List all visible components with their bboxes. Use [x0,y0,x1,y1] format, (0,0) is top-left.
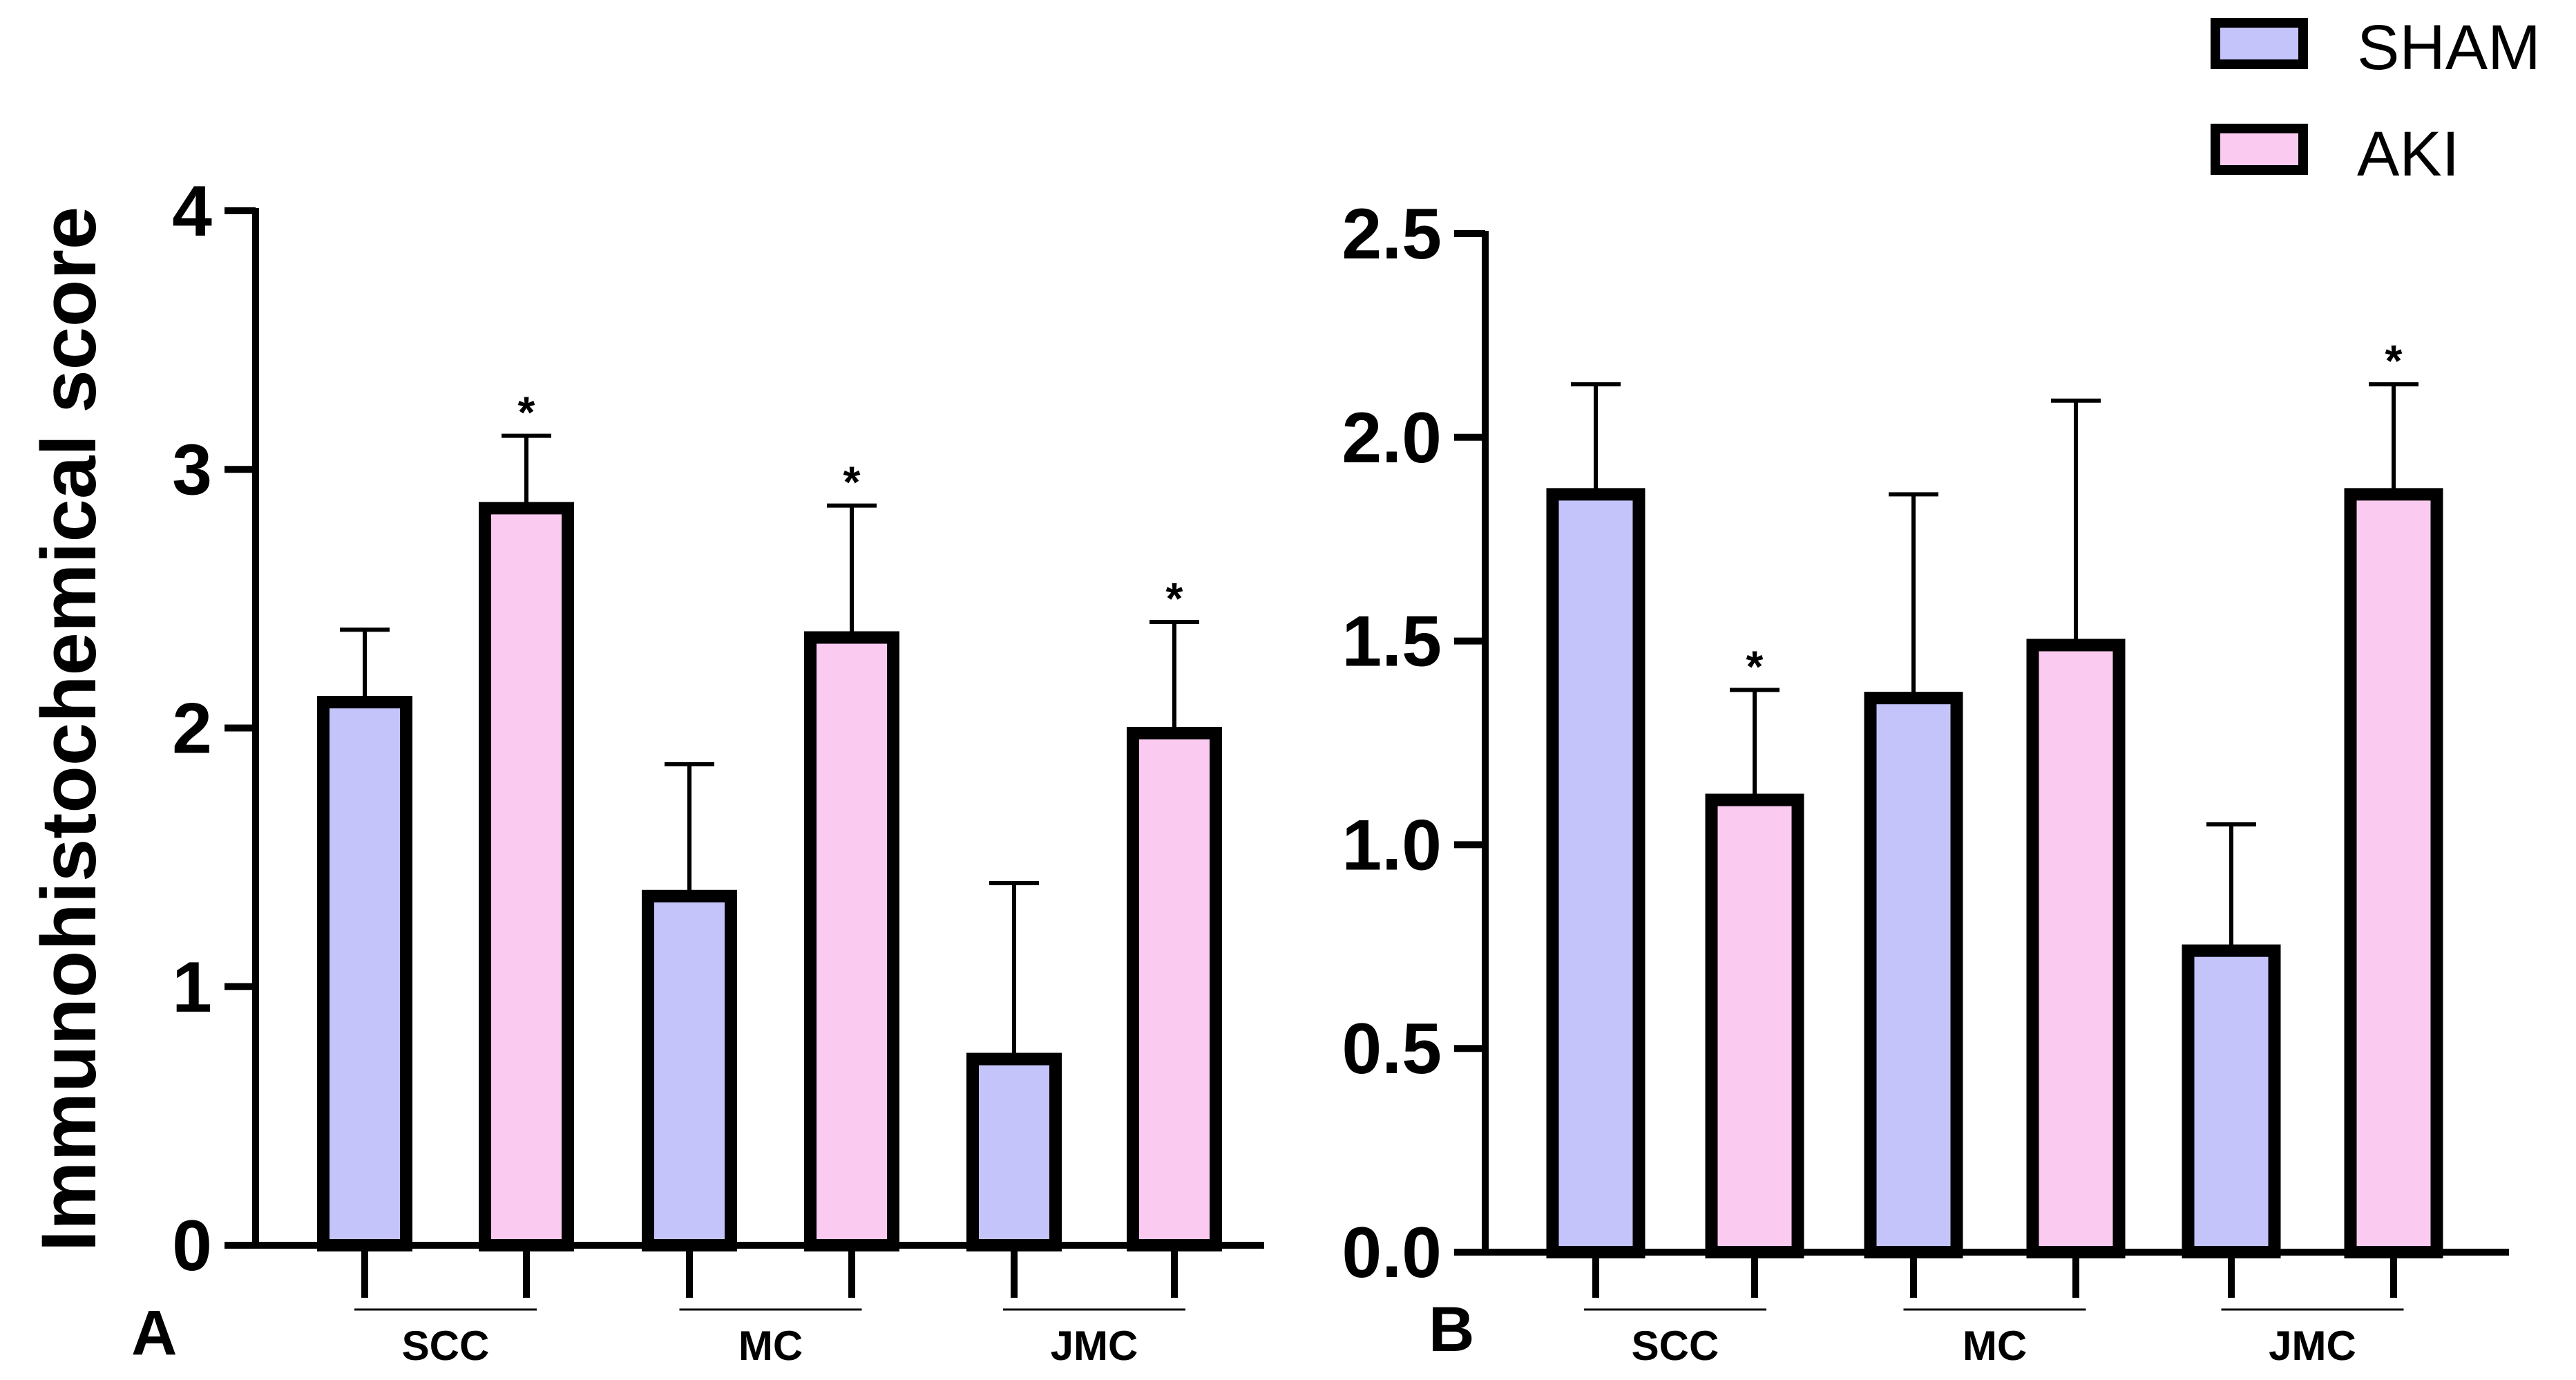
significance-marker: * [2385,336,2403,386]
bar-sham-mc [642,889,737,1251]
significance-marker: * [1166,574,1183,623]
legend-swatch-sham [2211,18,2308,69]
category-label-mc: MC [1963,1323,2027,1369]
significance-marker: * [1746,641,1764,691]
y-tick-label: 4 [172,171,212,252]
category-label-scc: SCC [1632,1323,1719,1369]
significance-marker: * [518,388,535,437]
y-tick-label: 2.5 [1342,194,1442,274]
y-tick-label: 2.0 [1342,398,1442,478]
y-tick-label: 0 [172,1206,212,1286]
panel-b: 0.0 0.5 1.0 1.5 2.0 2.5 * * SCC MC JMC B [1342,194,2509,1369]
bar-sham-scc [1546,488,1645,1258]
bar-sham-mc [1864,692,1963,1258]
y-tick-label: 0.5 [1342,1009,1442,1089]
y-tick-label: 3 [172,430,212,510]
bar-sham-jmc [966,1052,1062,1252]
y-tick-label: 1 [172,947,212,1028]
y-tick-label: 0.0 [1342,1213,1442,1293]
significance-marker: * [843,457,861,507]
category-label-mc: MC [738,1323,803,1369]
bar-sham-jmc [2182,944,2281,1259]
bar-aki-jmc [1127,726,1222,1251]
legend: SHAM AKI [2211,12,2541,189]
bar-aki-jmc [2344,488,2443,1258]
legend-swatch-aki [2211,124,2308,175]
bar-aki-mc [2026,639,2126,1258]
y-tick-label: 1.0 [1342,805,1442,885]
category-label-jmc: JMC [1051,1323,1138,1369]
bar-aki-mc [804,631,899,1251]
category-label-scc: SCC [402,1323,490,1369]
bar-aki-scc [1705,793,1804,1258]
bar-sham-scc [317,696,412,1251]
category-label-jmc: JMC [2269,1323,2356,1369]
y-tick-label: 2 [172,689,212,769]
y-axis-title: Immunohistochemical score [26,207,112,1251]
panel-letter: B [1429,1294,1474,1365]
panel-a: 0 1 2 3 4 * * * SCC MC JMC A Immunohistochemical sco… [26,171,1264,1369]
legend-label-aki: AKI [2357,119,2459,189]
panel-letter: A [131,1298,177,1368]
legend-label-sham: SHAM [2357,12,2541,83]
bar-aki-scc [479,502,574,1252]
y-tick-label: 1.5 [1342,602,1442,682]
